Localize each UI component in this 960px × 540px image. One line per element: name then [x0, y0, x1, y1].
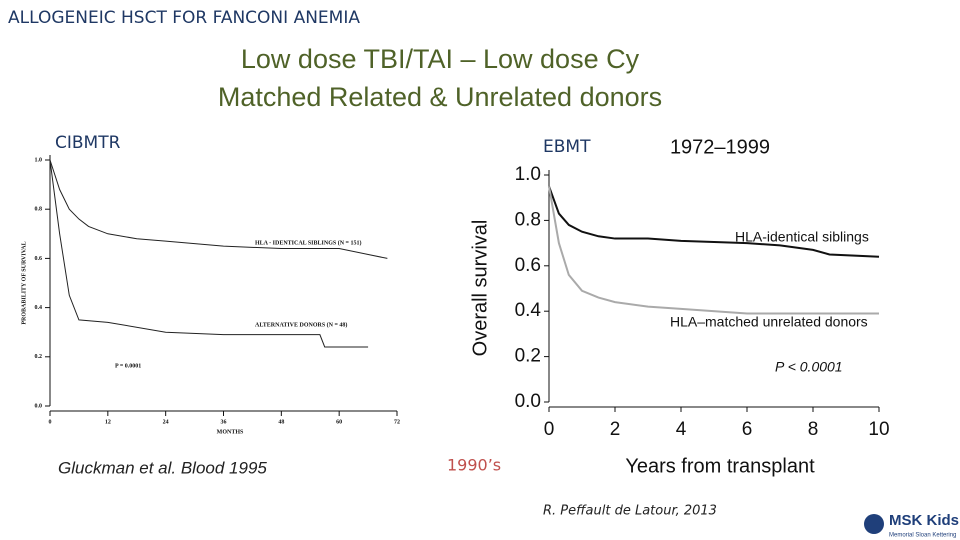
- survival-line: [49, 159, 388, 259]
- source-label: CIBMTR: [55, 133, 121, 153]
- y-axis-label: Overall survival: [469, 220, 491, 357]
- x-tick-label: 72: [394, 419, 400, 425]
- x-tick-label: 10: [868, 419, 889, 440]
- y-tick-label: 0.4: [35, 305, 43, 311]
- y-axis-label: PROBABILITY OF SURVIVAL: [21, 241, 27, 324]
- x-tick-label: 0: [49, 419, 52, 425]
- y-tick-label: 0.6: [515, 255, 541, 276]
- logo-name: MSK Kids: [889, 512, 959, 529]
- survival-line: [548, 186, 880, 258]
- x-axis-label: MONTHS: [217, 429, 244, 435]
- header: ALLOGENEIC HSCT FOR FANCONI ANEMIA: [8, 8, 360, 28]
- y-tick-label: 0.6: [35, 256, 43, 262]
- x-tick-label: 24: [163, 419, 169, 425]
- x-tick-label: 2: [610, 419, 621, 440]
- x-axis-label: Years from transplant: [625, 455, 815, 477]
- y-tick-label: 0.8: [35, 207, 43, 213]
- citation: Gluckman et al. Blood 1995: [58, 458, 267, 477]
- source-label: EBMT: [543, 137, 591, 157]
- y-tick-label: 1.0: [515, 164, 541, 185]
- annotation: P < 0.0001: [775, 359, 843, 375]
- era-label: 1990’s: [447, 456, 501, 475]
- title-line: Matched Related & Unrelated donors: [218, 82, 662, 112]
- y-tick-label: 0.4: [515, 300, 542, 321]
- x-tick-label: 6: [742, 419, 753, 440]
- y-tick-label: 0.0: [35, 403, 43, 409]
- x-tick-label: 8: [808, 419, 819, 440]
- series-label: HLA-identical siblings: [735, 229, 869, 245]
- logo-subtitle: Memorial Sloan Kettering: [889, 533, 956, 539]
- series-label: HLA–matched unrelated donors: [670, 314, 868, 330]
- y-tick-label: 1.0: [35, 157, 43, 163]
- logo-icon: [864, 514, 884, 534]
- y-tick-label: 0.2: [515, 346, 541, 367]
- y-tick-label: 0.2: [35, 354, 43, 360]
- title-line: Low dose TBI/TAI – Low dose Cy: [241, 44, 640, 74]
- x-tick-label: 60: [336, 419, 342, 425]
- survival-line: [548, 186, 879, 315]
- x-tick-label: 12: [105, 419, 111, 425]
- y-tick-label: 0.8: [515, 209, 541, 230]
- citation: R. Peffault de Latour, 2013: [543, 504, 717, 519]
- annotation: P = 0.0001: [115, 363, 141, 369]
- x-tick-label: 36: [221, 419, 227, 425]
- series-label: HLA - IDENTICAL SIBLINGS (N = 151): [255, 239, 361, 246]
- series-label: ALTERNATIVE DONORS (N = 48): [255, 321, 347, 328]
- x-tick-label: 4: [676, 419, 687, 440]
- chart-title: 1972–1999: [670, 136, 770, 158]
- y-tick-label: 0.0: [515, 391, 541, 412]
- x-tick-label: 48: [278, 419, 284, 425]
- survival-line: [49, 159, 369, 348]
- x-tick-label: 0: [544, 419, 555, 440]
